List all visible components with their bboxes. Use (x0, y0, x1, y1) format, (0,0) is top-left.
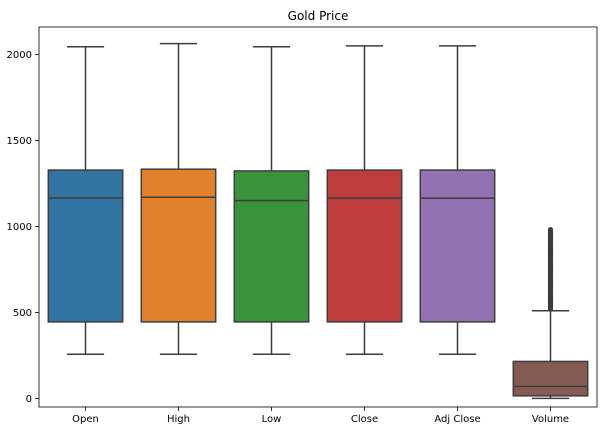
box-adj-close (419, 45, 496, 355)
x-tick-label: High (167, 414, 190, 425)
box-low (233, 46, 310, 355)
box-open (47, 46, 124, 355)
box-close (326, 45, 403, 355)
box-body (512, 360, 589, 397)
box-body (47, 169, 124, 323)
box-body (419, 169, 496, 323)
y-tick-label: 1000 (7, 222, 32, 233)
x-tick-label: Close (351, 414, 378, 425)
x-tick-label: Open (72, 414, 99, 425)
x-tick-label: Adj Close (434, 414, 480, 425)
box-high (140, 42, 217, 355)
outliers (547, 226, 554, 312)
box-body (233, 170, 310, 323)
chart-title: Gold Price (288, 9, 349, 23)
plot-area (47, 42, 589, 400)
box-body (326, 169, 403, 323)
axes-frame (38, 26, 598, 408)
y-tick-label: 500 (13, 308, 32, 319)
x-axis: Open High Low Close Adj Close Volume (72, 407, 569, 425)
x-tick-label: Low (262, 414, 282, 425)
box-volume (512, 226, 589, 400)
y-tick-label: 2000 (7, 50, 32, 61)
outlier-point (547, 226, 554, 233)
y-tick-label: 1500 (7, 136, 32, 147)
y-tick-label: 0 (26, 394, 32, 405)
x-tick-label: Volume (532, 414, 569, 425)
box-body (140, 168, 217, 323)
y-axis: 0 500 1000 1500 2000 (7, 50, 39, 405)
